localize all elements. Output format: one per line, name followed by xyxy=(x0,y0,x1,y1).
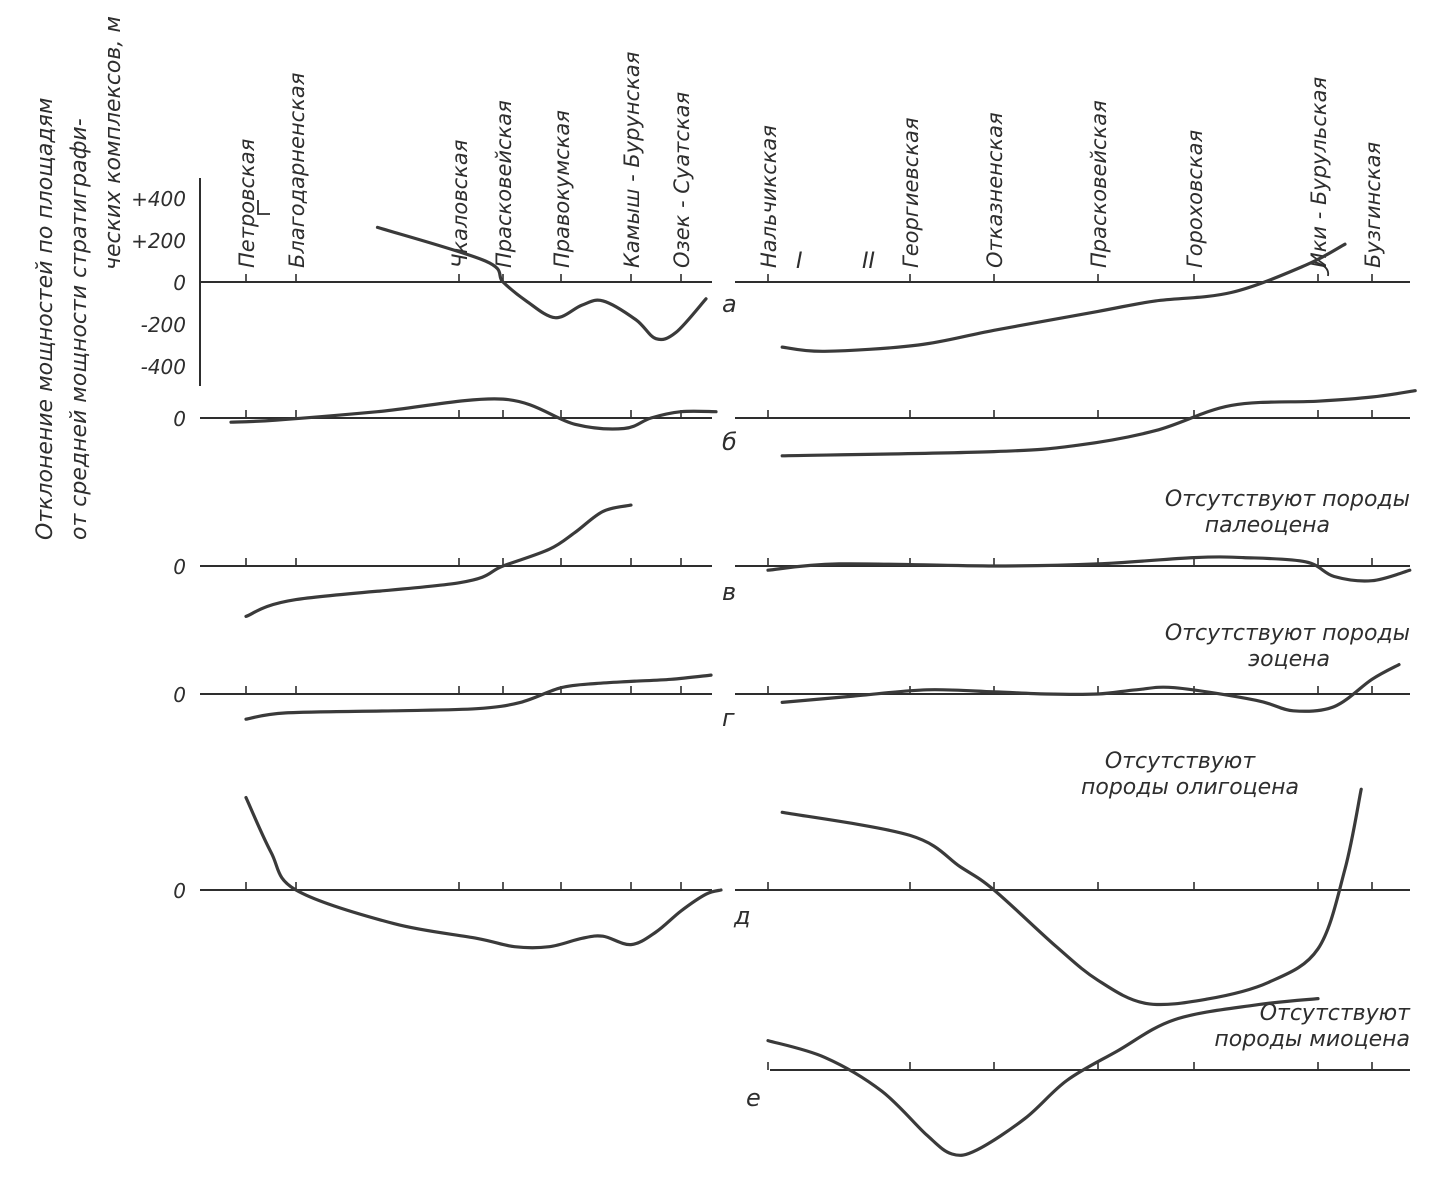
note-line2-2: палеоцена xyxy=(1205,513,1330,538)
note-line1-5: Отсутствуют xyxy=(1260,1001,1411,1026)
roman-label-II: II xyxy=(862,249,875,274)
iki-burulskaya-bracket xyxy=(1313,261,1330,277)
note-line1-4: Отсутствуют xyxy=(1105,749,1256,774)
site-label-left-5: Камыш - Бурунская xyxy=(620,52,644,268)
right-curve-3 xyxy=(780,663,1401,713)
zero-label-3: 0 xyxy=(173,683,186,707)
panel-letter-4: д xyxy=(733,902,751,930)
site-label-right-6: Бузгинская xyxy=(1361,142,1385,268)
y-tick-label-minus400: -400 xyxy=(141,355,186,379)
y-axis-title-line-3: ческих комплексов, м xyxy=(101,16,126,270)
site-label-right-4: Гороховская xyxy=(1183,130,1207,268)
left-curve-4 xyxy=(244,796,723,950)
panel-letter-1: б xyxy=(722,428,737,456)
note-line2-3: эоцена xyxy=(1248,647,1330,672)
left-curve-3 xyxy=(244,673,713,721)
left-curve-1 xyxy=(229,397,718,431)
site-label-right-0: Нальчикская xyxy=(757,125,781,268)
petrovskaya-bracket xyxy=(257,200,270,215)
site-label-right-1: Георгиевская xyxy=(899,117,923,268)
right-site-labels: Нальчикская Георгиевская Отказненская Праск… xyxy=(757,77,1385,268)
right-curve-2 xyxy=(766,555,1412,583)
left-site-labels: Петровская Благодарненская Чкаловская Праск… xyxy=(235,52,694,268)
right-curve-4 xyxy=(780,787,1363,1007)
site-label-left-0: Петровская xyxy=(235,139,259,268)
site-label-left-4: Правокумская xyxy=(550,110,574,268)
site-label-left-3: Прасковейская xyxy=(492,100,516,268)
roman-label-I: I xyxy=(796,249,803,274)
note-line1-3: Отсутствуют породы xyxy=(1165,621,1410,646)
site-label-left-6: Озек - Суатская xyxy=(670,92,694,268)
site-label-right-5: Ики - Бурульская xyxy=(1307,77,1331,268)
y-axis-title-line-2: от средней мощности стратиграфи- xyxy=(67,118,92,540)
zero-label-2: 0 xyxy=(173,555,186,579)
panel-letter-2: в xyxy=(722,578,736,606)
y-tick-label-zero: 0 xyxy=(173,271,186,295)
y-axis-title-line-1: Отклонение мощностей по площадям xyxy=(33,98,58,540)
y-axis-title: Отклонение мощностей по площадям от сред… xyxy=(33,16,126,540)
site-label-right-3: Прасковейская xyxy=(1087,100,1111,268)
right-curve-5 xyxy=(766,997,1320,1157)
y-tick-label-plus200: +200 xyxy=(131,229,186,253)
site-label-right-2: Отказненская xyxy=(983,112,1007,268)
right-curve-0 xyxy=(780,242,1347,353)
zero-label-1: 0 xyxy=(173,407,186,431)
left-curve-0 xyxy=(375,225,708,342)
panel-letter-3: г xyxy=(722,704,735,732)
y-tick-label-minus200: -200 xyxy=(141,313,186,337)
site-label-left-2: Чкаловская xyxy=(448,140,472,268)
panel-1: 0б xyxy=(173,389,1417,458)
note-line1-2: Отсутствуют породы xyxy=(1165,487,1410,512)
note-line2-5: породы миоцена xyxy=(1214,1027,1410,1052)
site-label-left-1: Благодарненская xyxy=(285,73,309,268)
right-curve-1 xyxy=(780,389,1417,458)
note-line2-4: породы олигоцена xyxy=(1081,775,1299,800)
panel-letter-5: е xyxy=(746,1084,761,1112)
y-axis: +400 +200 0 -200 -400 xyxy=(131,178,201,386)
panel-letter-0: а xyxy=(722,290,737,318)
zero-label-4: 0 xyxy=(173,879,186,903)
panel-0: а xyxy=(200,225,1410,353)
y-tick-labels: +400 +200 0 -200 -400 xyxy=(131,187,186,379)
left-curve-2 xyxy=(244,503,633,618)
y-tick-label-plus400: +400 xyxy=(131,187,186,211)
